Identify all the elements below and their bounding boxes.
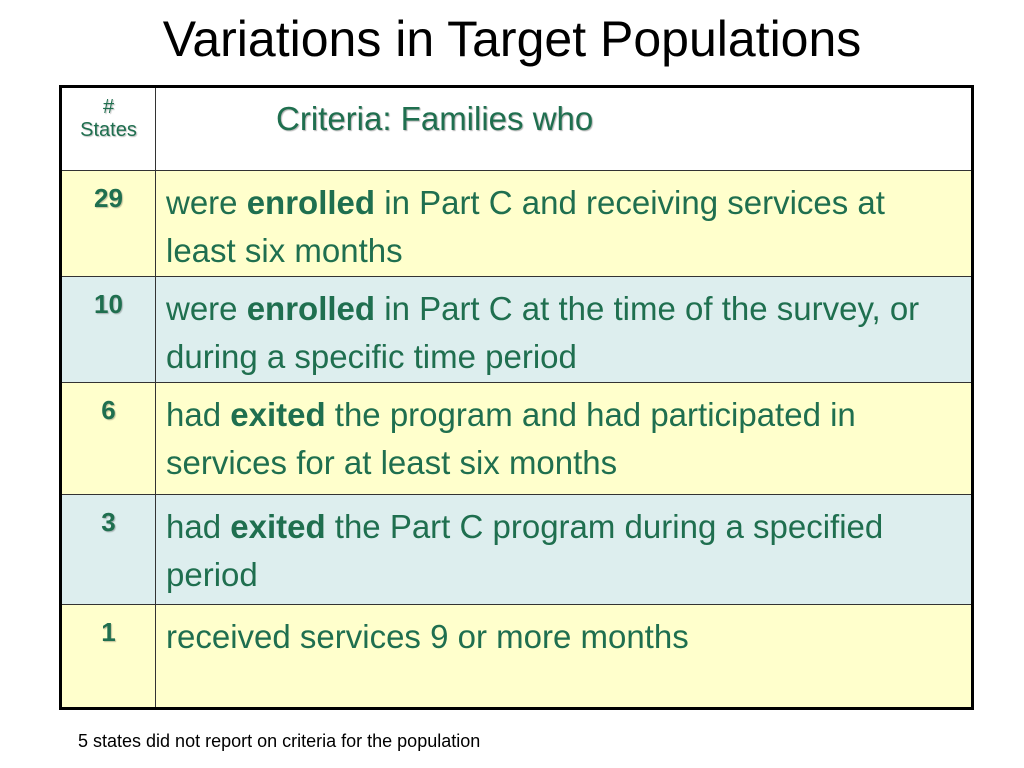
states-count-cell: 6 (60, 382, 156, 495)
table-header-row: # States Criteria: Families who (60, 86, 973, 171)
states-count-cell: 29 (60, 170, 156, 277)
criteria-cell: received services 9 or more months (155, 604, 973, 709)
criteria-cell: were enrolled in Part C and receiving se… (155, 170, 973, 277)
slide-title: Variations in Target Populations (162, 11, 862, 67)
header-states: States (80, 119, 137, 141)
criteria-cell: were enrolled in Part C at the time of t… (155, 276, 973, 383)
states-count-cell: 10 (60, 276, 156, 383)
table-row: 10 were enrolled in Part C at the time o… (60, 276, 973, 383)
header-states-cell: # States (60, 86, 156, 171)
table-row: 3 had exited the Part C program during a… (60, 494, 973, 605)
criteria-cell: had exited the Part C program during a s… (155, 494, 973, 605)
header-criteria-cell: Criteria: Families who (155, 86, 973, 171)
header-hash: # (102, 96, 115, 118)
table-row: 1 received services 9 or more months (60, 604, 973, 709)
states-count-cell: 1 (60, 604, 156, 709)
states-count-cell: 3 (60, 494, 156, 605)
table-row: 6 had exited the program and had partici… (60, 382, 973, 495)
table-row: 29 were enrolled in Part C and receiving… (60, 170, 973, 277)
footnote: 5 states did not report on criteria for … (78, 731, 481, 751)
criteria-table: # States Criteria: Families who 29 were … (59, 85, 974, 710)
criteria-cell: had exited the program and had participa… (155, 382, 973, 495)
